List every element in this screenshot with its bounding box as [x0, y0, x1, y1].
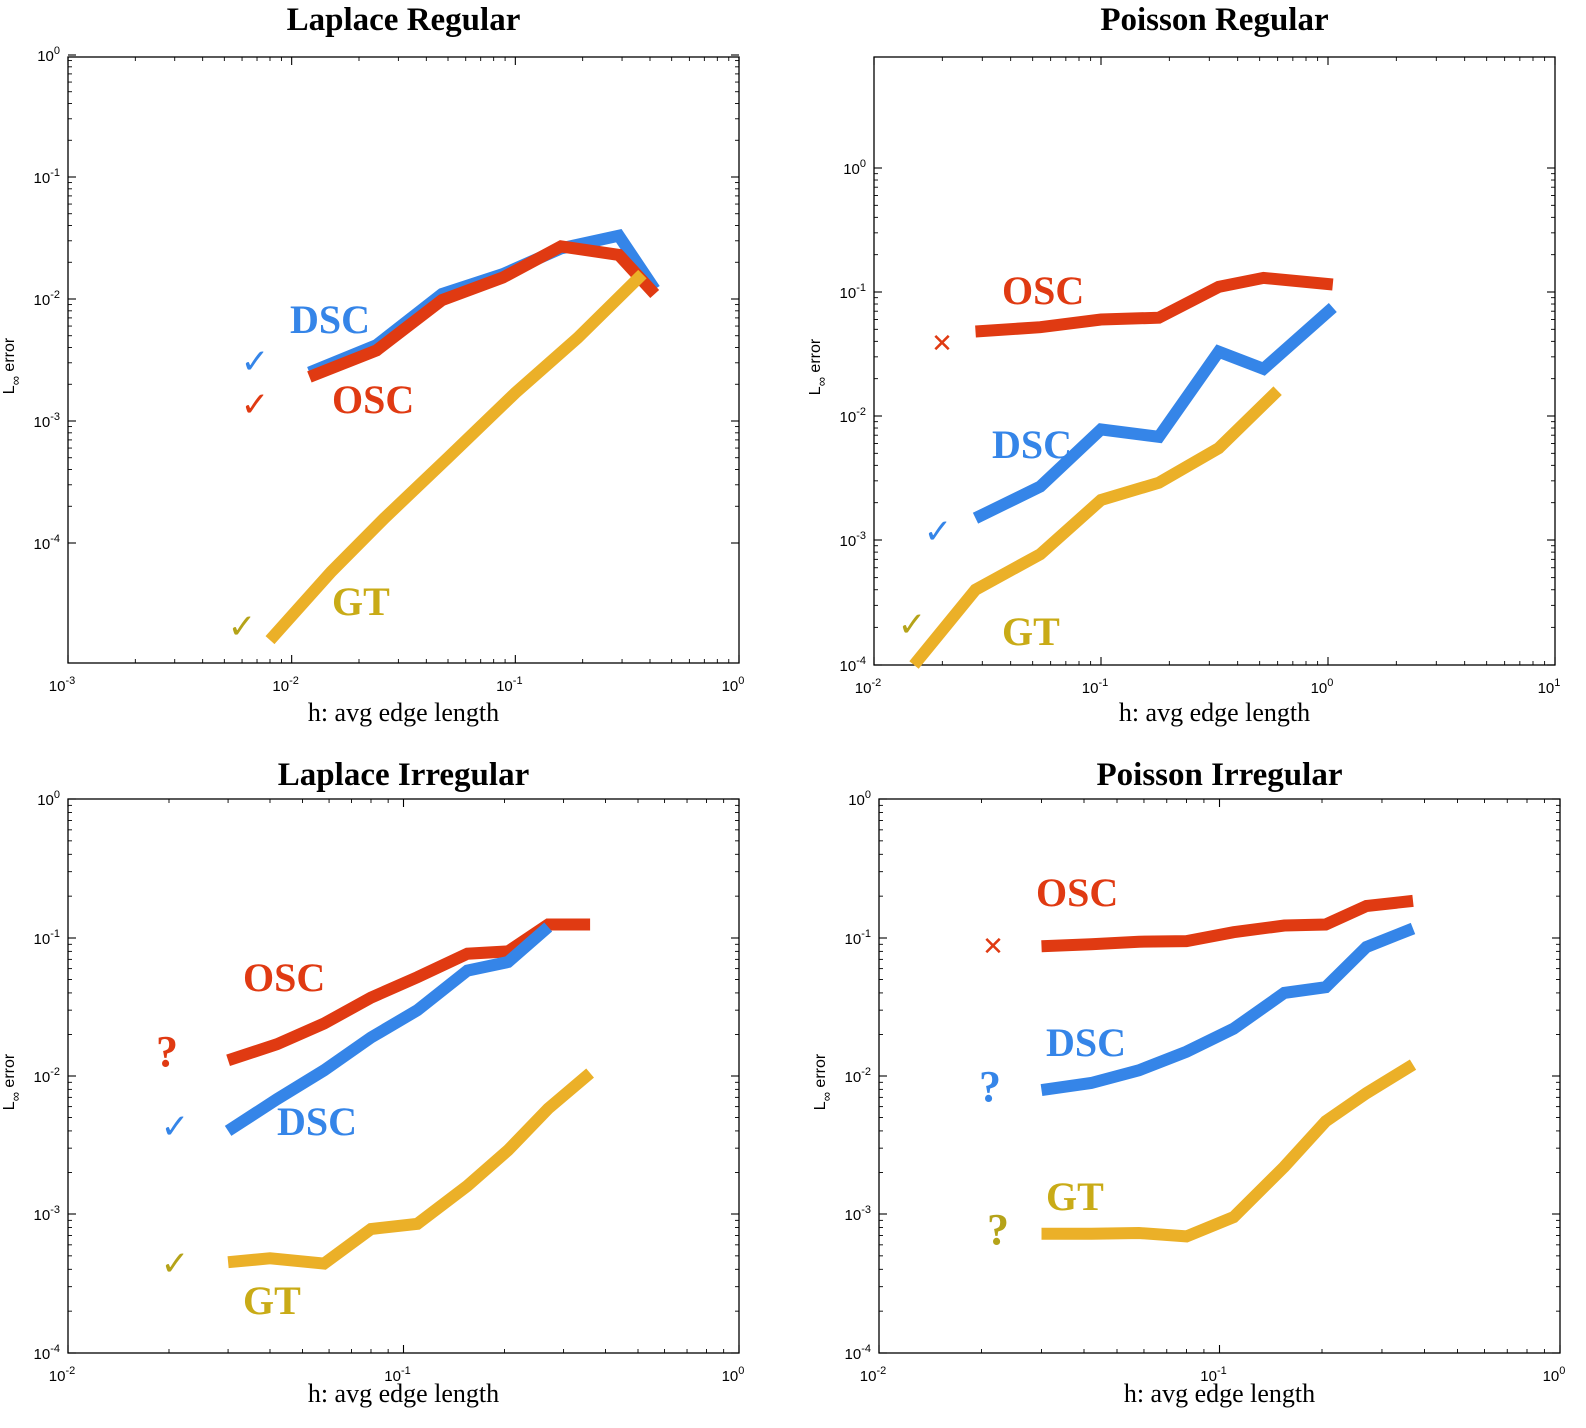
- x-tick-label: 100: [1543, 1365, 1566, 1385]
- series-line-dsc: [224, 922, 553, 1136]
- y-axis-label: L∞ error: [1, 1053, 23, 1110]
- series-line-dsc: [1040, 922, 1416, 1097]
- chart-panel-2: 10-2 10-1 100 101 10-4 10-3 10-2 10-1 100 Poisson…: [807, 2, 1560, 727]
- y-tick-label: 10-4: [840, 655, 866, 675]
- y-tick-label: 100: [37, 789, 60, 809]
- series-line-gt: [265, 269, 647, 645]
- x-tick-label: 10-1: [384, 1365, 410, 1385]
- y-tick-label: 10-4: [845, 1343, 871, 1363]
- x-axis-label: h: avg edge length: [308, 1379, 499, 1408]
- chart-panel-3: 10-2 10-1 100 10-4 10-3 10-2 10-1 100 Laplace Ir…: [1, 757, 744, 1408]
- y-tick-label: 10-4: [34, 1343, 60, 1363]
- check-mark-icon: ✓: [241, 385, 270, 425]
- check-mark-icon: ✓: [898, 605, 927, 645]
- x-tick-label: 101: [1538, 677, 1561, 697]
- x-tick-label: 100: [1311, 677, 1334, 697]
- series-line-gt: [909, 386, 1282, 669]
- y-tick-label: 10-1: [845, 928, 871, 948]
- series-annotation-gt: GT: [1002, 609, 1060, 654]
- x-axis-label: h: avg edge length: [1124, 1379, 1315, 1408]
- y-axis-label: L∞ error: [807, 338, 829, 395]
- series-annotation-osc: OSC: [243, 955, 325, 1000]
- y-tick-label: 10-2: [34, 1066, 60, 1086]
- check-mark-icon: ✓: [161, 1244, 190, 1284]
- y-tick-label: 10-3: [34, 1204, 60, 1224]
- y-tick-label: 10-3: [34, 411, 60, 431]
- y-tick-label: 100: [843, 158, 866, 178]
- x-axis-label: h: avg edge length: [1119, 698, 1310, 727]
- x-tick-label: 10-3: [49, 675, 75, 695]
- y-tick-label: 100: [848, 789, 871, 809]
- series-line-osc: [975, 271, 1334, 338]
- axes-box: [873, 56, 1556, 666]
- check-mark-icon: ✓: [924, 512, 953, 552]
- x-tick-label: 10-2: [860, 1365, 886, 1385]
- x-tick-label: 10-1: [1200, 1365, 1226, 1385]
- x-tick-label: 10-1: [496, 675, 522, 695]
- check-mark-icon: ✓: [241, 342, 270, 382]
- check-mark-icon: ✓: [228, 607, 257, 647]
- x-tick-label: 10-2: [272, 675, 298, 695]
- series-line-dsc: [972, 303, 1337, 524]
- question-mark-icon: ?: [987, 1205, 1009, 1254]
- chart-panel-1: 10-3 10-2 10-1 100 10-4 10-3 10-2 10-1 100 Laplac…: [1, 2, 744, 727]
- y-tick-label: 10-1: [34, 928, 60, 948]
- y-tick-label: 10-2: [845, 1066, 871, 1086]
- series-annotation-gt: GT: [243, 1278, 301, 1323]
- x-tick-label: 10-2: [855, 677, 881, 697]
- series-annotation-gt: GT: [1046, 1174, 1104, 1219]
- series-annotation-osc: OSC: [332, 377, 414, 422]
- chart-panel-4: 10-2 10-1 100 10-4 10-3 10-2 10-1 100 Poisson Ir…: [812, 757, 1565, 1408]
- y-axis-label: L∞ error: [812, 1053, 834, 1110]
- y-tick-label: 10-4: [34, 533, 60, 553]
- chart-title: Laplace Irregular: [278, 757, 529, 793]
- series-line-gt: [1041, 1059, 1417, 1243]
- cross-mark-icon: ✕: [931, 329, 953, 359]
- y-tick-label: 10-2: [34, 289, 60, 309]
- question-mark-icon: ?: [979, 1062, 1001, 1111]
- y-axis-label: L∞ error: [1, 337, 23, 394]
- y-tick-label: 100: [37, 45, 60, 65]
- series-annotation-dsc: DSC: [277, 1099, 357, 1144]
- x-axis-label: h: avg edge length: [308, 698, 499, 727]
- cross-mark-icon: ✕: [982, 932, 1004, 962]
- axes-box: [67, 56, 740, 664]
- series-annotation-osc: OSC: [1002, 268, 1084, 313]
- y-tick-label: 10-3: [845, 1204, 871, 1224]
- series-line-osc: [1041, 894, 1414, 953]
- question-mark-icon: ?: [156, 1027, 178, 1076]
- x-tick-label: 10-1: [1082, 677, 1108, 697]
- y-tick-label: 10-1: [34, 167, 60, 187]
- series-annotation-osc: OSC: [1036, 870, 1118, 915]
- chart-title: Poisson Regular: [1100, 2, 1328, 38]
- series-line-osc: [307, 240, 660, 383]
- x-tick-label: 10-2: [49, 1365, 75, 1385]
- series-annotation-dsc: DSC: [1046, 1020, 1126, 1065]
- series-line-gt: [227, 1068, 594, 1270]
- x-tick-label: 100: [722, 675, 745, 695]
- series-annotation-dsc: DSC: [290, 297, 370, 342]
- check-mark-icon: ✓: [161, 1107, 190, 1147]
- x-tick-label: 100: [722, 1365, 745, 1385]
- y-tick-label: 10-2: [840, 406, 866, 426]
- series-annotation-gt: GT: [332, 579, 390, 624]
- chart-title: Laplace Regular: [287, 2, 521, 38]
- series-annotation-dsc: DSC: [992, 422, 1072, 467]
- y-tick-label: 10-1: [840, 282, 866, 302]
- y-tick-label: 10-3: [840, 530, 866, 550]
- chart-title: Poisson Irregular: [1097, 757, 1343, 793]
